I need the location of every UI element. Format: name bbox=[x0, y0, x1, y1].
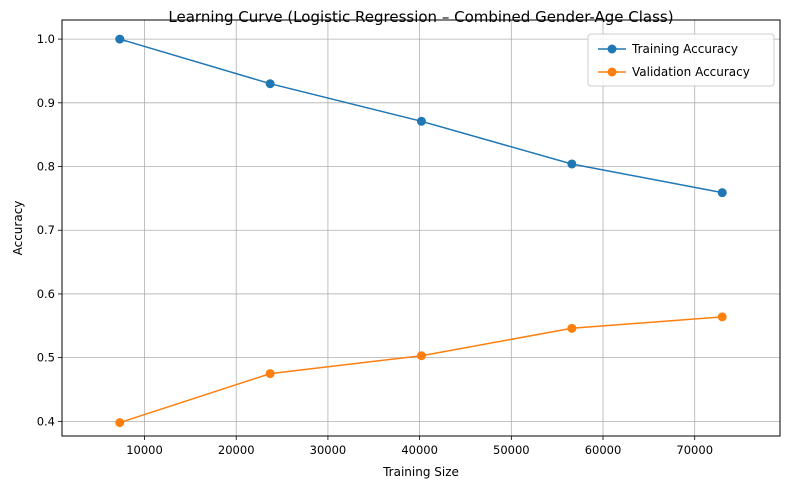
y-tick-label: 0.9 bbox=[37, 96, 55, 110]
y-tick-label: 0.5 bbox=[37, 351, 55, 365]
data-point-validation bbox=[265, 369, 275, 379]
data-point-validation bbox=[567, 323, 577, 333]
legend: Training Accuracy Validation Accuracy bbox=[587, 33, 775, 87]
series-layer bbox=[115, 34, 727, 428]
chart-title: Learning Curve (Logistic Regression – Co… bbox=[168, 8, 673, 26]
data-point-training bbox=[265, 79, 275, 89]
data-point-training bbox=[416, 116, 426, 126]
x-tick-label: 50000 bbox=[493, 443, 530, 457]
legend-training-label: Training Accuracy bbox=[631, 42, 738, 56]
legend-validation-label: Validation Accuracy bbox=[632, 65, 750, 79]
data-point-training bbox=[567, 159, 577, 169]
y-axis-label: Accuracy bbox=[11, 201, 25, 256]
legend-box bbox=[587, 33, 775, 87]
plot-area-frame bbox=[61, 19, 781, 437]
y-axis-ticks: 0.4 0.5 0.6 0.7 0.8 0.9 1.0 bbox=[37, 32, 62, 428]
data-point-training bbox=[115, 34, 125, 44]
legend-training-marker bbox=[607, 44, 617, 54]
x-tick-label: 40000 bbox=[401, 443, 438, 457]
y-tick-label: 0.8 bbox=[37, 160, 55, 174]
x-axis-ticks: 10000 20000 30000 40000 50000 60000 70000 bbox=[126, 436, 713, 457]
x-tick-label: 10000 bbox=[126, 443, 163, 457]
x-axis-label: Training Size bbox=[382, 465, 459, 479]
x-tick-label: 20000 bbox=[218, 443, 255, 457]
y-tick-label: 0.6 bbox=[37, 287, 55, 301]
y-tick-label: 0.7 bbox=[37, 223, 55, 237]
x-tick-label: 70000 bbox=[676, 443, 713, 457]
x-tick-label: 60000 bbox=[585, 443, 622, 457]
y-tick-label: 1.0 bbox=[37, 32, 55, 46]
data-point-validation bbox=[416, 351, 426, 361]
data-point-validation bbox=[717, 312, 727, 322]
legend-validation-marker bbox=[607, 67, 617, 77]
data-point-validation bbox=[115, 418, 125, 428]
series-line-validation bbox=[119, 316, 723, 424]
y-tick-label: 0.4 bbox=[37, 414, 55, 428]
x-tick-label: 30000 bbox=[310, 443, 347, 457]
data-point-training bbox=[717, 188, 727, 198]
